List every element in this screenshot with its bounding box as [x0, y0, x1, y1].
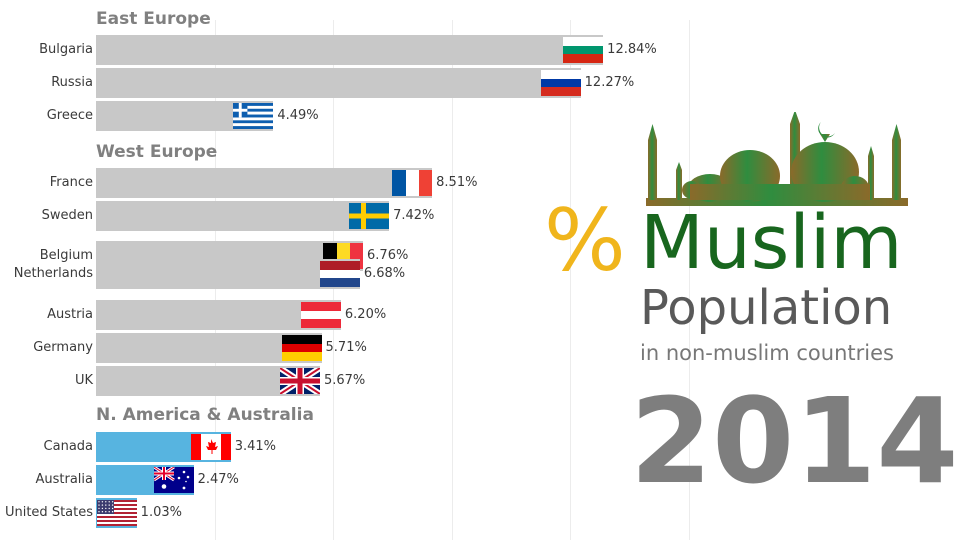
category-label: Belgium — [39, 248, 93, 263]
category-label: Sweden — [41, 208, 93, 223]
value-label: 6.68% — [363, 266, 406, 281]
grid-line — [688, 20, 690, 540]
value-label: 3.41% — [234, 439, 276, 454]
category-label: Netherlands — [13, 266, 93, 281]
sweden-flag — [349, 203, 390, 229]
value-label: 7.42% — [393, 208, 435, 223]
logo-subtitle: Population — [640, 280, 893, 336]
mosque-icon — [646, 112, 908, 206]
grid-line — [570, 20, 571, 540]
category-label: United States — [4, 505, 93, 520]
category-label: Canada — [43, 439, 93, 454]
austria-flag — [300, 302, 341, 328]
value-label: 1.03% — [140, 505, 182, 520]
uk-flag — [279, 368, 320, 394]
category-label: UK — [74, 373, 93, 388]
value-label: 8.51% — [436, 175, 478, 190]
category-label: Australia — [35, 472, 93, 487]
germany-flag — [281, 335, 322, 361]
france-flag — [392, 170, 433, 196]
value-label: 6.20% — [344, 307, 387, 322]
bar-france — [96, 168, 433, 198]
group-title: East Europe — [96, 9, 211, 29]
bar-netherlands — [96, 259, 360, 289]
russia-flag — [540, 70, 581, 96]
group-title: N. America & Australia — [96, 405, 314, 425]
netherlands-flag — [319, 261, 360, 287]
logo-caption: in non-muslim countries — [640, 341, 894, 365]
value-label: 12.27% — [584, 75, 635, 90]
value-label: 4.49% — [277, 108, 319, 123]
value-label: 12.84% — [607, 42, 657, 57]
canada-flag — [190, 434, 231, 460]
usa-flag — [96, 500, 137, 526]
grid-line — [451, 20, 453, 540]
bar-russia — [96, 68, 581, 98]
logo-title: Muslim — [640, 200, 903, 286]
bar-bulgaria — [96, 35, 604, 65]
value-label: 2.47% — [197, 472, 239, 487]
category-label: Greece — [46, 108, 93, 123]
category-label: Austria — [47, 307, 93, 322]
bar-sweden — [96, 201, 390, 231]
value-label: 5.67% — [323, 373, 366, 388]
category-label: Russia — [51, 75, 93, 90]
category-label: Bulgaria — [39, 42, 93, 57]
category-label: Germany — [33, 340, 93, 355]
value-label: 5.71% — [325, 340, 367, 355]
australia-flag — [153, 467, 194, 493]
year-label: 2014 — [630, 372, 959, 510]
percent-sign: % — [544, 191, 626, 291]
greece-flag — [233, 103, 274, 129]
group-title: West Europe — [96, 142, 218, 162]
bulgaria-flag — [563, 37, 604, 63]
category-label: France — [49, 175, 93, 190]
bar-austria — [96, 300, 341, 330]
value-label: 6.76% — [367, 248, 409, 263]
